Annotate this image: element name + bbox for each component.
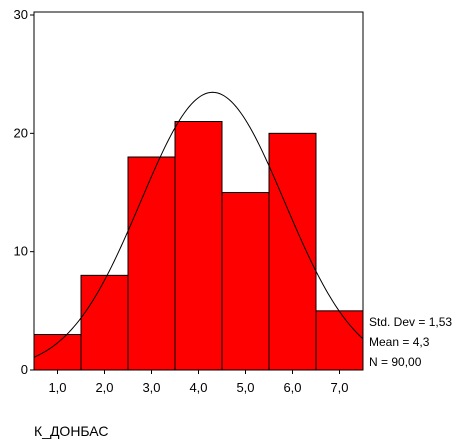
y-ticks-group: 0 10 20 30	[14, 7, 34, 377]
x-tick-label: 1,0	[48, 380, 66, 395]
n-label: N = 90,00	[369, 355, 422, 369]
histogram-bar	[221, 192, 270, 371]
y-tick-label: 30	[14, 7, 28, 22]
y-tick-label: 10	[14, 244, 28, 259]
normal-curve	[33, 91, 364, 358]
histogram-bar	[127, 156, 176, 371]
x-tick-label: 5,0	[236, 380, 254, 395]
x-tick-label: 6,0	[283, 380, 301, 395]
y-tick-label: 0	[21, 362, 28, 377]
histogram-bar	[80, 274, 129, 371]
x-ticks-group: 1,0 2,0 3,0 4,0 5,0 6,0 7,0	[48, 370, 349, 395]
x-tick-label: 7,0	[330, 380, 348, 395]
mean-label: Mean = 4,3	[369, 335, 430, 349]
x-tick-label: 3,0	[142, 380, 160, 395]
histogram-bar	[33, 334, 82, 371]
x-tick-label: 4,0	[189, 380, 207, 395]
y-tick-label: 20	[14, 125, 28, 140]
histogram-bar	[268, 132, 317, 371]
bars-group	[33, 121, 364, 371]
std-dev-label: Std. Dev = 1,53	[369, 315, 452, 329]
x-tick-label: 2,0	[95, 380, 113, 395]
histogram-bar	[174, 121, 223, 371]
x-axis-title: К_ДОНБАС	[34, 423, 108, 439]
histogram-bar	[315, 310, 364, 371]
